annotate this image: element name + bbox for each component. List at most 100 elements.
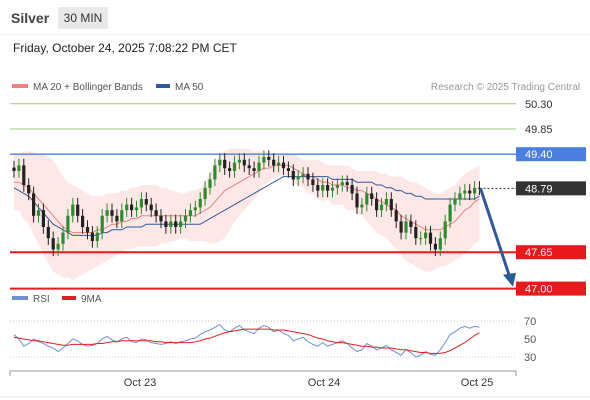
candle-body [365, 193, 369, 205]
rsi-legend-label: RSI [33, 294, 50, 305]
ma9-legend-label: 9MA [81, 294, 102, 305]
level-lines-layer [10, 103, 516, 290]
candle-body [350, 185, 354, 194]
level-label-resistance: 49.85 [525, 124, 553, 136]
candle-body [301, 173, 305, 177]
instrument-title: Silver [11, 10, 50, 26]
candle-body [409, 221, 413, 227]
ma20-legend-label: MA 20 + Bollinger Bands [33, 82, 143, 93]
candle-body [272, 159, 276, 166]
candle-body [443, 221, 447, 239]
candle-body [198, 199, 202, 208]
candle-body [428, 232, 433, 244]
candle-body [370, 193, 374, 199]
candle-body [419, 238, 423, 240]
candle-body [453, 199, 457, 205]
candle-body [473, 187, 477, 194]
rsi-line [13, 323, 480, 358]
candle-body [458, 193, 462, 199]
candle-body [296, 176, 300, 180]
candle-body [321, 185, 325, 191]
candle-body [164, 221, 168, 227]
bollinger-band-layer [14, 148, 480, 281]
candle-body [438, 238, 442, 250]
candle-body [228, 168, 232, 171]
candle-body [281, 162, 286, 169]
candle-body [463, 190, 467, 194]
candle-body [203, 187, 207, 199]
candle-body [404, 221, 408, 233]
candle-body [115, 215, 119, 222]
candle-body [90, 232, 94, 241]
candle-body [424, 232, 428, 239]
level-labels-layer: 50.30 49.85 49.40 48.79 47.65 47.00 [516, 99, 586, 296]
candle-body [130, 204, 134, 211]
candle-body [330, 187, 335, 191]
candle-body [41, 210, 45, 227]
candle-body [110, 210, 114, 216]
candle-body [389, 199, 393, 211]
candle-body [27, 185, 31, 194]
candle-body [71, 204, 75, 216]
candle-body [232, 162, 237, 171]
candle-body [46, 227, 50, 239]
candle-body [399, 221, 403, 233]
time-tick-label: Oct 24 [308, 377, 340, 389]
candle-body [316, 185, 320, 191]
candle-body [144, 199, 148, 205]
candle-body [394, 210, 398, 222]
candle-body [379, 204, 384, 211]
candle-body [56, 243, 60, 250]
candle-body [247, 165, 251, 169]
time-tick-label: Oct 25 [461, 377, 493, 389]
candle-body [237, 159, 241, 163]
candle-body [159, 215, 163, 222]
time-axis: Oct 23 Oct 24 Oct 25 [0, 370, 590, 398]
candles-layer [12, 150, 482, 257]
candle-body [51, 238, 55, 250]
candle-body [433, 243, 437, 250]
forecast-arrow-layer [479, 187, 516, 287]
rsi-tick-label: 30 [524, 352, 536, 364]
level-label-support: 47.65 [525, 247, 553, 259]
candle-body [262, 157, 266, 163]
candle-body [340, 182, 344, 185]
level-label-support: 47.00 [525, 284, 553, 296]
level-tag-current [516, 181, 586, 196]
rsi-legend-swatch [12, 296, 28, 300]
rsi-tick-label: 50 [524, 334, 536, 346]
candle-body [335, 185, 339, 188]
ma50-legend-label: MA 50 [175, 82, 204, 93]
price-legend: MA 20 + Bollinger Bands MA 50 Research ©… [12, 82, 580, 93]
candle-body [291, 171, 295, 180]
level-label-resistance: 50.30 [525, 99, 553, 111]
rsi-tick-label: 70 [524, 316, 536, 328]
timeframe-badge[interactable]: 30 MIN [58, 7, 108, 29]
candle-body [277, 162, 281, 166]
candle-body [414, 227, 418, 239]
candle-body [360, 204, 364, 208]
candle-body [179, 221, 183, 227]
rsi-panel: 30 50 70 [10, 316, 536, 364]
candle-body [81, 215, 85, 227]
candle-body [267, 157, 271, 160]
candle-body [149, 204, 153, 211]
candle-body [326, 185, 330, 191]
candle-body [242, 159, 246, 166]
ma20-legend-swatch [12, 84, 28, 88]
ma9-legend-swatch [62, 296, 76, 300]
candle-body [468, 190, 472, 194]
candle-body [66, 215, 70, 233]
candle-body [448, 204, 452, 222]
header-divider [0, 34, 590, 35]
ma50-legend-swatch [156, 84, 170, 88]
candle-body [208, 179, 212, 188]
level-label-pivot: 49.40 [525, 149, 553, 161]
candle-body [188, 210, 192, 216]
candle-body [100, 215, 104, 233]
datetime-label: Friday, October 24, 2025 7:08:22 PM CET [13, 41, 237, 55]
candle-body [286, 168, 290, 171]
candle-body [311, 179, 315, 185]
level-label-current: 48.79 [525, 183, 553, 195]
